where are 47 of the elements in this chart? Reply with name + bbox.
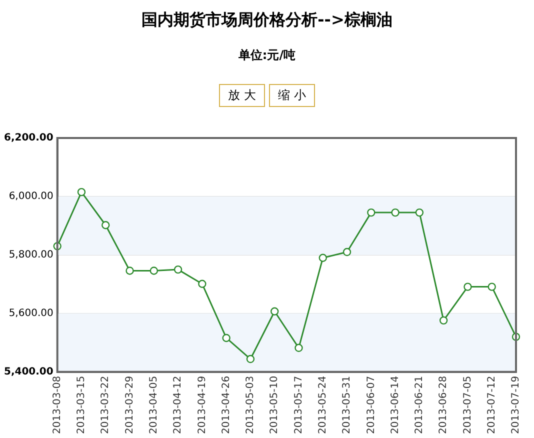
x-tick-label: 2013-04-12 bbox=[172, 376, 184, 434]
point bbox=[102, 221, 110, 230]
chart-title: 国内期货市场周价格分析-->棕榈油 bbox=[140, 10, 394, 31]
text: 放 大 bbox=[219, 84, 265, 107]
point bbox=[391, 208, 400, 217]
x-tick-label: 2013-04-26 bbox=[220, 376, 232, 434]
point bbox=[415, 208, 424, 217]
point bbox=[488, 282, 496, 291]
x-tick-label: 2013-07-12 bbox=[486, 376, 498, 434]
x-tick-label: 2013-03-08 bbox=[52, 376, 63, 434]
x-tick-label: 2013-04-19 bbox=[196, 376, 208, 434]
y-tick-label: 5,800.00 bbox=[8, 250, 54, 261]
point bbox=[342, 248, 352, 256]
x-tick-label: 2013-03-29 bbox=[124, 376, 136, 434]
x-tick-label: 2013-06-07 bbox=[366, 376, 377, 434]
x-tick-label: 2013-06-28 bbox=[438, 376, 450, 434]
text: 缩 小 bbox=[269, 84, 315, 107]
x-tick-label: 2013-03-22 bbox=[100, 376, 112, 434]
point bbox=[77, 188, 86, 196]
x-tick-label: 2013-05-17 bbox=[293, 376, 304, 434]
point bbox=[174, 265, 182, 274]
x-tick-label: 2013-07-05 bbox=[462, 376, 474, 434]
x-tick-label: 2013-07-19 bbox=[510, 376, 522, 434]
chart-subtitle: 单位:元/吨 bbox=[237, 47, 297, 64]
y-tick-label: 6,200.00 bbox=[4, 132, 54, 144]
x-tick-label: 2013-05-24 bbox=[317, 376, 328, 434]
point bbox=[198, 280, 206, 288]
point bbox=[439, 316, 448, 325]
point bbox=[294, 344, 303, 352]
y-tick-label: 5,600.00 bbox=[8, 308, 54, 320]
point bbox=[222, 334, 230, 342]
x-tick-label: 2013-06-14 bbox=[390, 376, 401, 434]
x-tick-label: 2013-03-15 bbox=[76, 376, 88, 434]
point bbox=[126, 266, 134, 275]
x-tick-label: 2013-06-21 bbox=[414, 376, 426, 434]
point bbox=[150, 266, 158, 275]
y-tick-label: 5,400.00 bbox=[4, 366, 54, 378]
y-tick-label: 6,000.00 bbox=[8, 191, 54, 202]
x-tick-label: 2013-04-05 bbox=[148, 376, 160, 434]
point bbox=[367, 208, 376, 217]
point bbox=[246, 354, 255, 364]
point bbox=[318, 254, 327, 262]
x-tick-label: 2013-05-10 bbox=[269, 376, 280, 434]
point bbox=[270, 307, 279, 316]
point bbox=[464, 282, 472, 291]
x-tick-label: 2013-05-31 bbox=[342, 376, 353, 434]
x-tick-label: 2013-05-03 bbox=[245, 376, 256, 434]
